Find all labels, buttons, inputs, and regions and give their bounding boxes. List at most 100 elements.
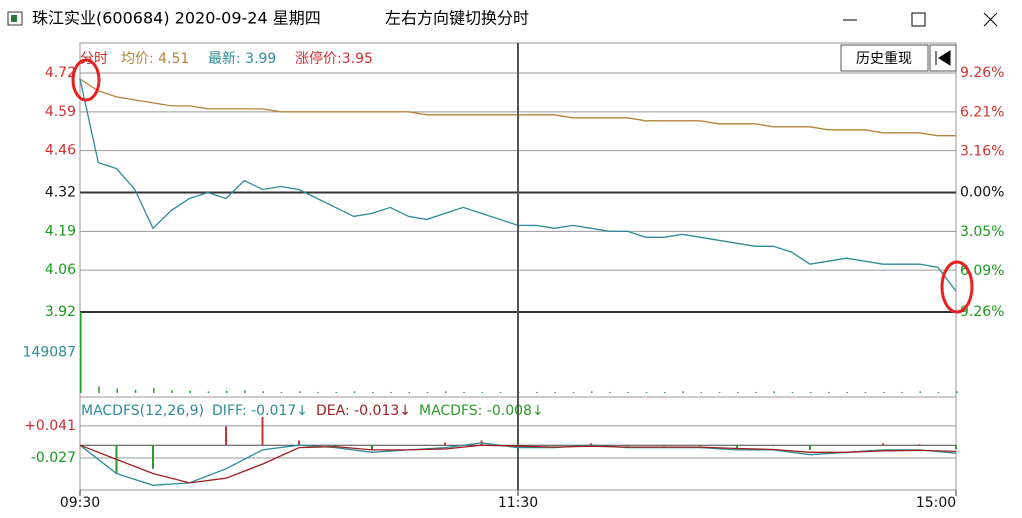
info-latest: 最新: 3.99 (208, 51, 276, 67)
macd-bar (736, 445, 738, 449)
volume-bar (810, 391, 812, 393)
volume-bar (390, 391, 392, 393)
info-avg: 均价: 4.51 (121, 51, 189, 67)
replay-button[interactable] (840, 44, 929, 72)
macd-bar (298, 440, 300, 446)
macd-bar (590, 443, 592, 446)
volume-bar (682, 391, 684, 393)
volume-bar (481, 391, 483, 393)
y-tick-label: 4.06 (45, 262, 76, 278)
y-tick-label: 4.72 (45, 65, 76, 81)
volume-bar (134, 389, 137, 393)
volume-bar (864, 391, 867, 393)
y2-tick-label: 9.26% (960, 65, 1004, 81)
y-tick-label: 4.59 (45, 104, 76, 120)
volume-bar (207, 391, 210, 393)
volume-bar (828, 391, 830, 393)
legend-entry: DIFF: -0.017↓ (212, 403, 308, 419)
volume-bar (591, 391, 593, 393)
macd-bar (699, 445, 702, 447)
volume-bar (846, 391, 848, 393)
volume-bar (335, 391, 337, 393)
volume-bar (408, 391, 410, 393)
y-tick-label: 3.92 (45, 304, 76, 320)
volume-bar (572, 391, 575, 393)
volume-bar (280, 391, 283, 393)
y-tick-label: 4.46 (45, 143, 76, 159)
macd-bar (918, 444, 921, 446)
volume-bar (755, 391, 757, 393)
volume-bar (80, 312, 82, 393)
x-tick-label: 15:00 (916, 495, 956, 511)
volume-bar (153, 388, 155, 393)
maximize-button[interactable] (911, 12, 926, 27)
y-tick-label: 4.32 (45, 185, 76, 201)
volume-bar (737, 391, 739, 393)
volume-bar (791, 391, 794, 393)
x-tick-label: 09:30 (60, 495, 100, 511)
volume-bar (718, 391, 721, 393)
series-line (79, 444, 957, 484)
macd-bar (772, 445, 775, 447)
volume-bar (773, 391, 775, 393)
macd-bar (882, 443, 884, 446)
y2-tick-label: 3.16% (960, 144, 1004, 160)
volume-bar (244, 390, 246, 393)
volume-bar (554, 391, 556, 393)
info-mode: 分时 (80, 51, 108, 67)
y2-tick-label: 9.26% (960, 304, 1004, 320)
volume-bar (919, 391, 921, 393)
legend-entry: MACDFS: -0.008↓ (419, 403, 544, 419)
volume-bar (226, 390, 228, 393)
info-limit: 涨停价:3.95 (295, 50, 373, 67)
volume-bar (536, 391, 538, 393)
volume-bar (883, 391, 885, 393)
volume-bar (426, 391, 429, 393)
series-line (79, 442, 957, 486)
macd-bar (444, 442, 446, 446)
volume-bar (171, 390, 173, 393)
highlight-circle (71, 58, 101, 102)
macd-bar (371, 445, 373, 450)
window-title: 珠江实业(600684) 2020-09-24 星期四 (32, 9, 321, 28)
volume-bar (937, 391, 940, 393)
y2-tick-label: 6.21% (960, 104, 1004, 120)
macd-bar (225, 426, 227, 446)
y2-tick-label: 0.00% (960, 185, 1004, 201)
volume-bar (262, 391, 264, 393)
macd-bar (152, 445, 154, 469)
macd-bar (663, 445, 665, 447)
first-icon (935, 50, 951, 66)
highlight-circle (940, 260, 974, 314)
macd-bar (626, 445, 629, 447)
volume-bar (901, 391, 903, 393)
legend-entry: DEA: -0.013↓ (316, 403, 411, 419)
legend-entry: MACDFS(12,26,9) (81, 403, 204, 419)
macd-bar (553, 445, 556, 447)
y-tick-label: 149087 (23, 345, 76, 361)
y-tick-label: +0.041 (24, 418, 76, 434)
y2-tick-label: 3.05% (960, 224, 1004, 240)
volume-bar (189, 390, 191, 393)
close-button[interactable] (983, 12, 998, 27)
x-tick-label: 11:30 (498, 495, 538, 511)
volume-bar (627, 391, 629, 393)
volume-bar (116, 388, 118, 393)
plot: 3.924.064.194.324.464.594.729.26%6.09%3.… (23, 43, 1004, 511)
y-tick-label: -0.027 (31, 450, 76, 466)
window-hint: 左右方向键切换分时 (385, 9, 529, 28)
macd-bar (809, 445, 811, 450)
macd-bar (261, 416, 264, 446)
app-icon-fill (11, 15, 17, 22)
volume-bar (700, 391, 702, 393)
macd-bar (955, 445, 957, 450)
volume-bar (609, 391, 611, 393)
app-icon (7, 11, 23, 26)
volume-bar (645, 391, 648, 393)
volume-bar (98, 386, 100, 393)
volume-bar (664, 391, 666, 393)
volume-bar (463, 391, 465, 393)
volume-bar (299, 391, 301, 393)
